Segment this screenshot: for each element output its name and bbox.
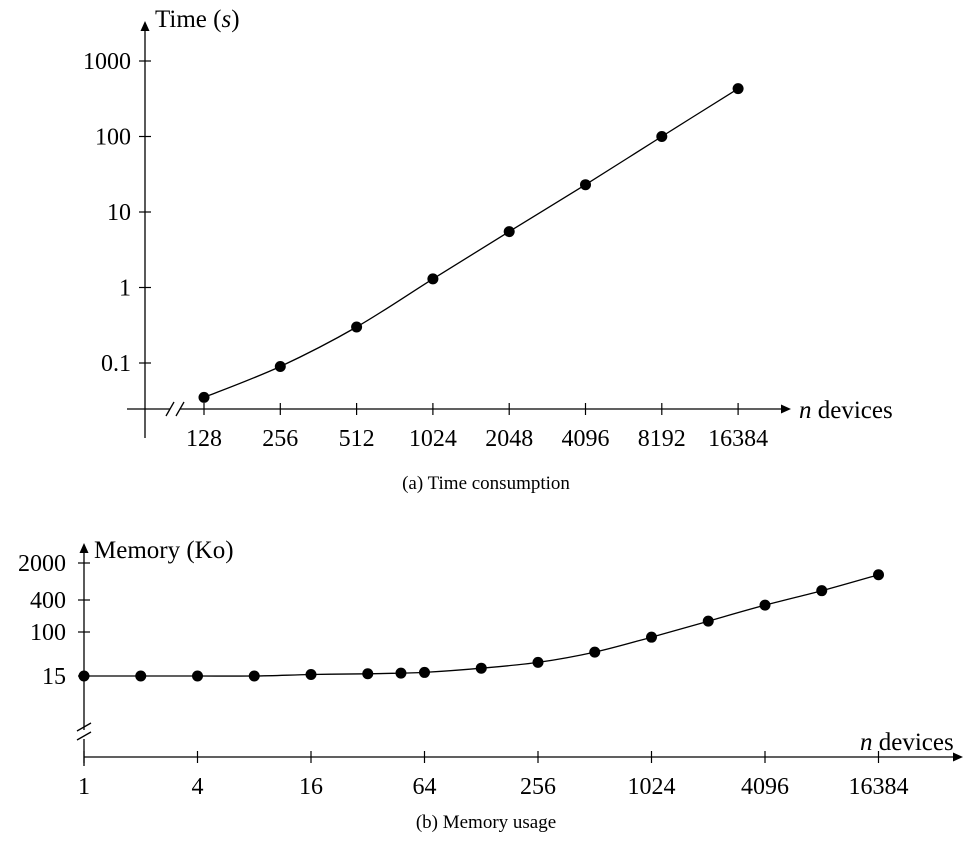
memory-x-tick-label: 1024 — [628, 774, 676, 800]
time-data-point — [351, 321, 363, 333]
memory-data-point — [192, 670, 203, 682]
time-x-tick-label: 16384 — [708, 426, 768, 452]
memory-data-point — [419, 666, 430, 678]
memory-data-point — [759, 599, 771, 611]
memory-y-tick-label: 100 — [30, 620, 66, 646]
time-x-tick-label: 4096 — [562, 426, 610, 452]
time-y-tick-label: 1 — [119, 276, 131, 302]
memory-data-point — [305, 669, 317, 681]
time-y-tick-label: 0.1 — [101, 351, 131, 377]
memory-x-tick-label: 256 — [520, 774, 556, 800]
time-y-axis-arrow — [140, 21, 150, 31]
memory-x-tick-label: 1 — [78, 774, 90, 800]
time-data-point — [503, 226, 515, 238]
time-x-axis-label: n devices — [799, 397, 893, 424]
memory-y-break-mark — [76, 722, 92, 732]
time-data-point — [198, 391, 210, 403]
time-x-break-mark — [175, 401, 185, 417]
memory-data-point — [532, 656, 544, 668]
memory-caption: (b) Memory usage — [416, 812, 556, 833]
memory-y-axis-label: Memory (Ko) — [94, 537, 234, 564]
memory-data-point — [589, 646, 601, 658]
time-x-tick-label: 8192 — [638, 426, 686, 452]
memory-series-line — [83, 574, 879, 677]
memory-data-point — [395, 667, 407, 679]
time-y-axis-label: Time (s) — [155, 6, 240, 33]
memory-data-point — [816, 585, 828, 597]
memory-y-tick-label: 2000 — [18, 551, 66, 577]
time-caption: (a) Time consumption — [402, 473, 570, 494]
time-y-tick-label: 1000 — [83, 49, 131, 75]
memory-data-point — [78, 670, 90, 682]
memory-chart: 1 4 16 64 256 1024 4096 16384 15 100 400 2000 Memor… — [18, 537, 963, 833]
memory-y-tick-label: 15 — [42, 664, 66, 690]
memory-data-point — [362, 668, 374, 680]
memory-x-tick-label: 4 — [192, 774, 204, 800]
memory-data-point — [475, 662, 487, 674]
memory-y-break-mark — [76, 731, 92, 741]
time-data-point — [732, 83, 744, 95]
time-x-break-mark — [165, 401, 175, 417]
memory-x-tick-label: 16384 — [849, 774, 909, 800]
time-x-axis-arrow — [781, 404, 791, 414]
time-data-point — [427, 273, 439, 285]
time-data-point — [580, 179, 591, 191]
memory-x-tick-label: 4096 — [741, 774, 789, 800]
memory-data-point — [873, 569, 884, 581]
memory-x-axis-arrow — [953, 752, 963, 762]
memory-x-tick-label: 64 — [413, 774, 437, 800]
time-chart: 128 256 512 1024 2048 4096 8192 16384 0.1 1 10 100 1… — [83, 6, 893, 494]
time-x-tick-label: 512 — [339, 426, 375, 452]
time-data-point — [274, 360, 286, 372]
time-x-tick-label: 256 — [262, 426, 298, 452]
memory-data-point — [248, 670, 260, 682]
time-x-tick-label: 128 — [186, 426, 222, 452]
time-series-line — [203, 88, 739, 399]
memory-data-point — [702, 615, 714, 627]
memory-data-point — [646, 631, 657, 643]
time-x-tick-label: 2048 — [485, 426, 533, 452]
time-data-point — [656, 131, 668, 142]
time-x-tick-label: 1024 — [409, 426, 457, 452]
memory-y-axis-arrow — [79, 543, 89, 553]
time-y-tick-label: 100 — [95, 125, 131, 151]
memory-x-axis-label: n devices — [860, 729, 954, 756]
time-y-tick-label: 10 — [107, 200, 131, 226]
memory-x-tick-label: 16 — [299, 774, 323, 800]
memory-data-point — [135, 670, 147, 682]
memory-y-tick-label: 400 — [30, 588, 66, 614]
